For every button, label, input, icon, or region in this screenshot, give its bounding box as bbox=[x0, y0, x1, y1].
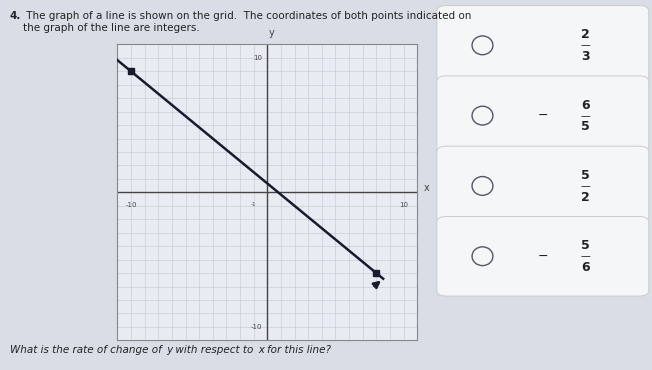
Text: —: — bbox=[580, 251, 590, 261]
Text: -1: -1 bbox=[251, 202, 256, 207]
Text: 2: 2 bbox=[581, 28, 589, 41]
Text: 6: 6 bbox=[581, 99, 589, 112]
Text: —: — bbox=[580, 40, 590, 50]
Text: 5: 5 bbox=[581, 239, 589, 252]
Text: 5: 5 bbox=[581, 169, 589, 182]
Text: -10: -10 bbox=[125, 202, 137, 208]
Text: 3: 3 bbox=[581, 50, 589, 63]
Text: 5: 5 bbox=[581, 120, 589, 133]
Text: 4.: 4. bbox=[10, 11, 21, 21]
Text: 10: 10 bbox=[253, 55, 262, 61]
Text: What is the rate of change of  y with respect to  x for this line?: What is the rate of change of y with res… bbox=[10, 345, 331, 355]
Text: 2: 2 bbox=[581, 191, 589, 204]
Text: 10: 10 bbox=[399, 202, 408, 208]
Text: x: x bbox=[424, 184, 430, 194]
Text: y: y bbox=[269, 28, 274, 38]
Text: The graph of a line is shown on the grid.  The coordinates of both points indica: The graph of a line is shown on the grid… bbox=[23, 11, 471, 33]
Text: —: — bbox=[580, 181, 590, 191]
Text: 6: 6 bbox=[581, 261, 589, 274]
Text: −: − bbox=[537, 250, 548, 263]
Text: -10: -10 bbox=[250, 324, 262, 330]
Text: −: − bbox=[537, 109, 548, 122]
Text: —: — bbox=[580, 111, 590, 121]
